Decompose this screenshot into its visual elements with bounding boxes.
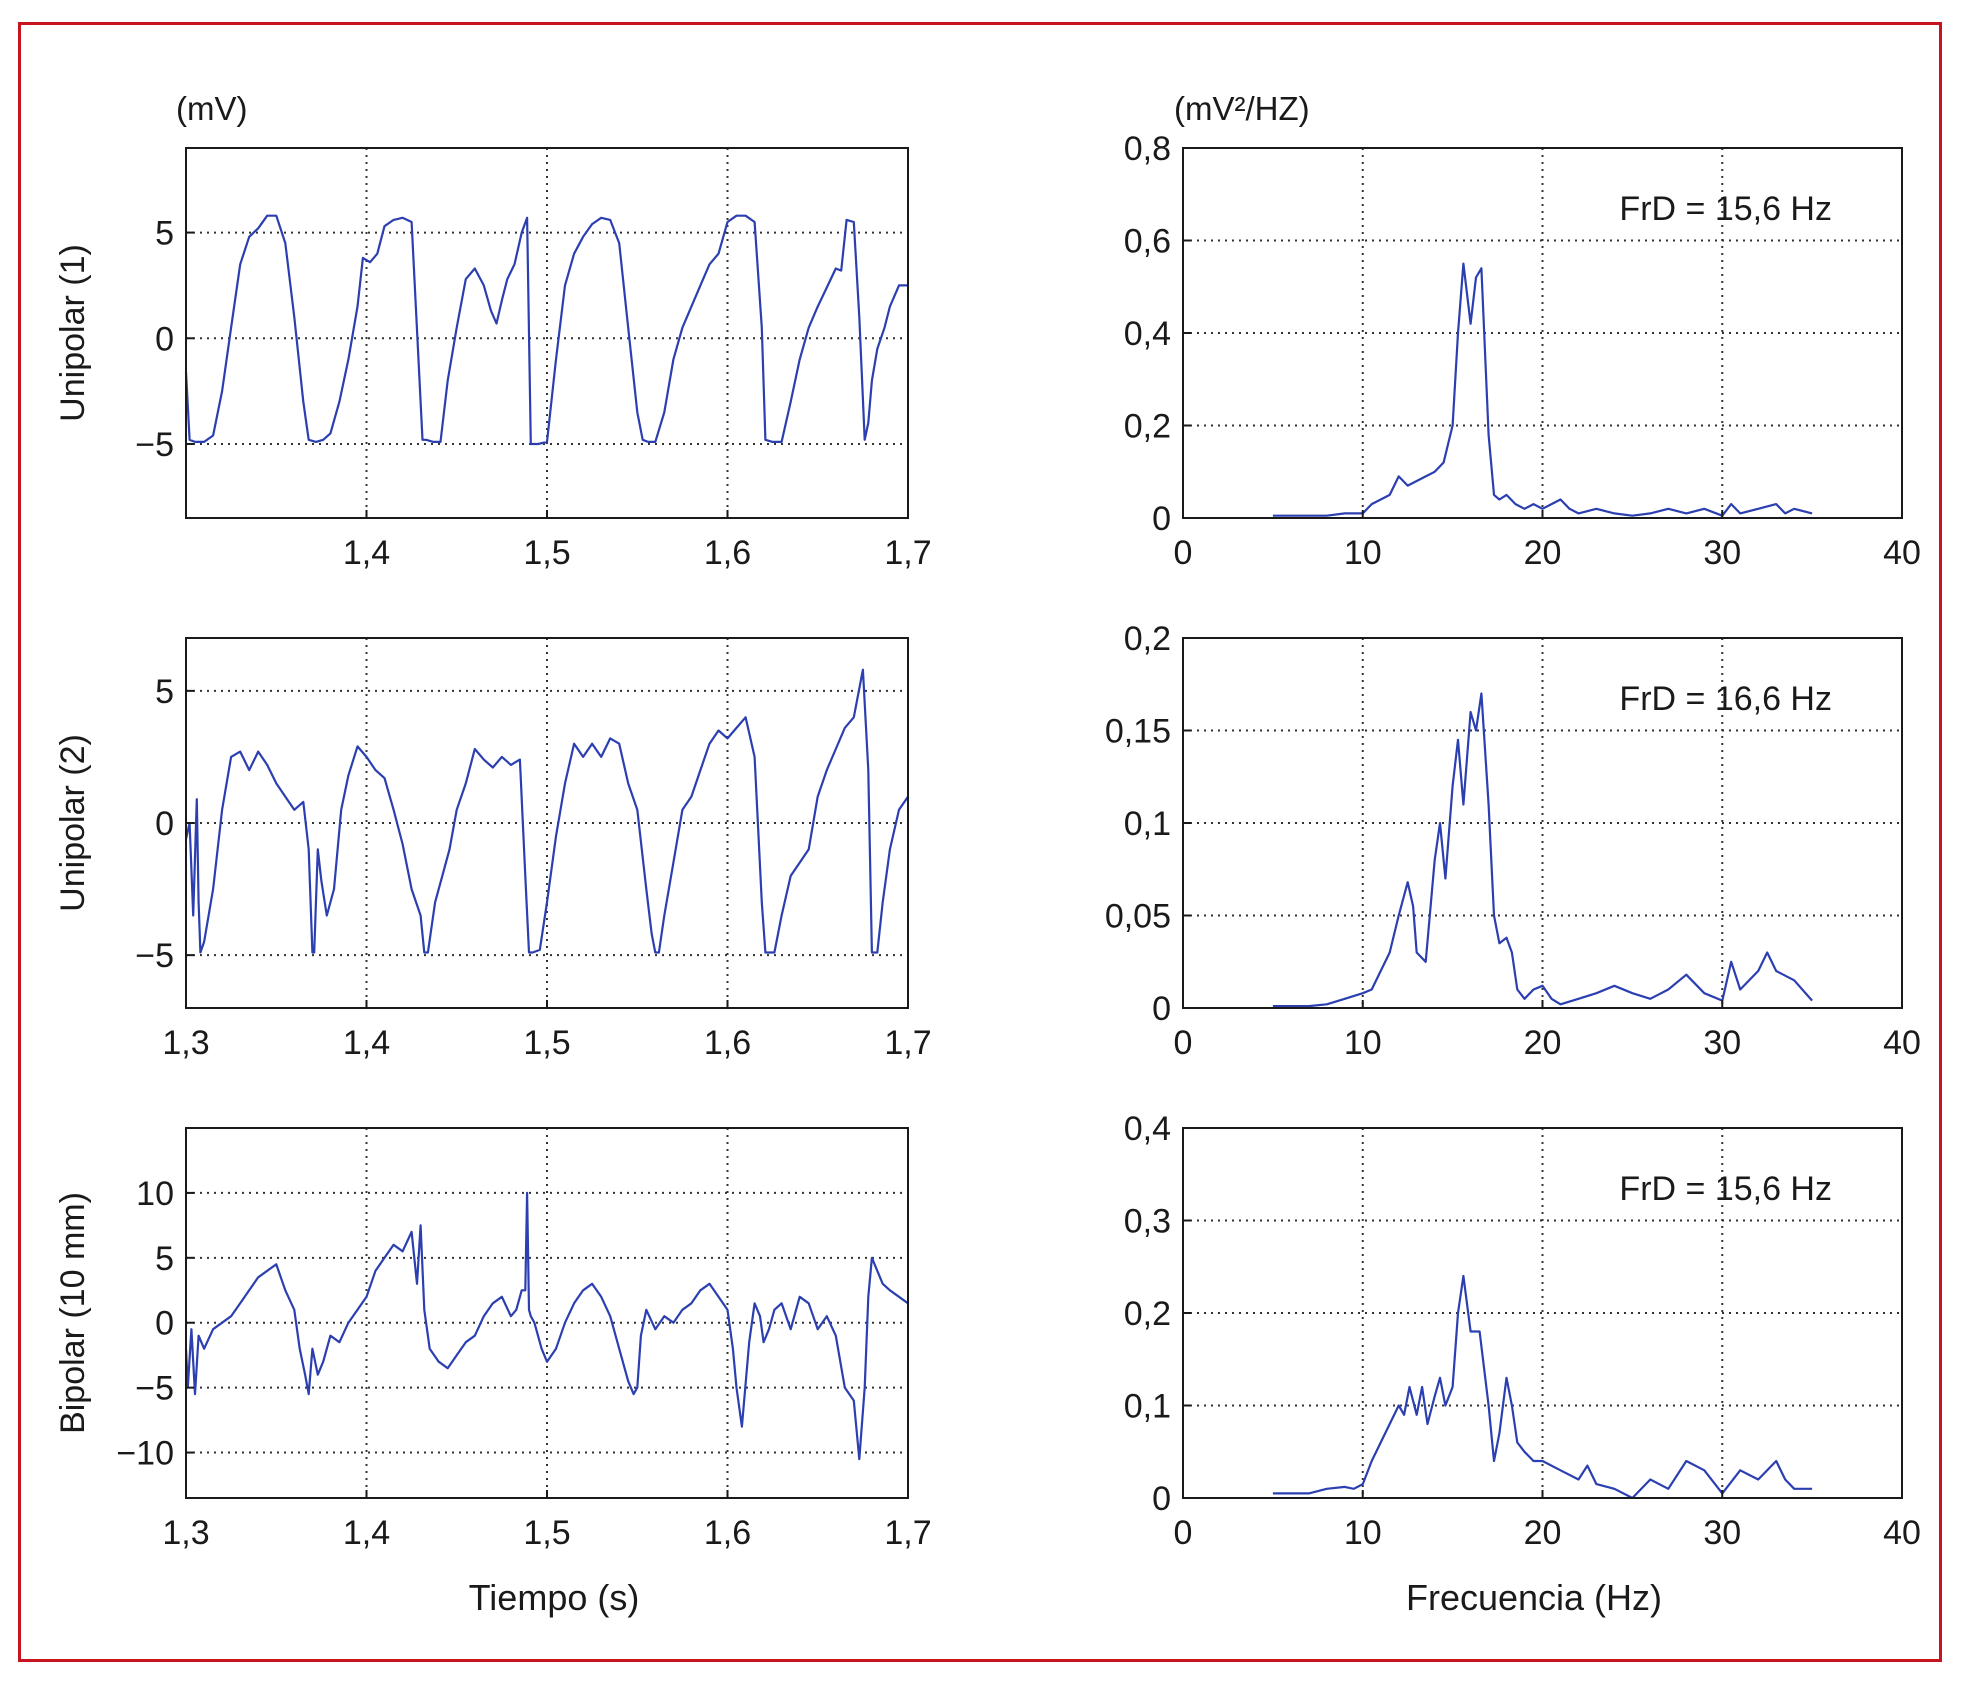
y-axis-title: Unipolar (1) — [54, 244, 92, 422]
series-line — [184, 214, 908, 446]
y-tick-label: 0,6 — [1124, 223, 1171, 261]
y-tick-label: 0,15 — [1105, 713, 1171, 751]
y-tick-label: 5 — [155, 673, 174, 711]
y-tick-label: 0,4 — [1124, 1110, 1171, 1148]
x-tick-label: 20 — [1524, 534, 1562, 572]
series-line — [184, 668, 909, 954]
x-tick-label: 1,7 — [884, 534, 931, 572]
y-axis-title: Unipolar (2) — [54, 734, 92, 912]
y-tick-label: 0 — [155, 805, 174, 843]
x-tick-label: 1,5 — [523, 534, 570, 572]
x-tick-label: 1,7 — [884, 1024, 931, 1062]
y-tick-label: 0,4 — [1124, 315, 1171, 353]
x-tick-label: 1,6 — [704, 534, 751, 572]
y-tick-label: −10 — [116, 1435, 174, 1473]
left-unit-label: (mV) — [176, 90, 247, 127]
x-tick-label: 1,6 — [704, 1024, 751, 1062]
y-tick-label: 0,2 — [1124, 620, 1171, 658]
chart-panel-1: 1,4 1,5 1,6 1,7 −5 0 5 Unipolar (1) — [54, 147, 932, 572]
x-tick-label: 40 — [1883, 1024, 1921, 1062]
x-tick-label: 1,3 — [162, 1514, 209, 1552]
x-tick-label: 40 — [1883, 534, 1921, 572]
y-tick-label: 0,8 — [1124, 130, 1171, 168]
y-tick-label: 0,05 — [1105, 898, 1171, 936]
y-tick-label: 0 — [1152, 1480, 1171, 1518]
series-line — [1272, 692, 1813, 1008]
y-tick-label: 5 — [155, 215, 174, 253]
x-tick-label: 1,7 — [884, 1514, 931, 1552]
series-line — [1272, 262, 1813, 517]
x-tick-label: 40 — [1883, 1514, 1921, 1552]
y-tick-label: 10 — [136, 1175, 174, 1213]
chart-panel-5: 0 10 20 30 40 0 0,05 0,1 0,15 0,2 FrD = 16,6 Hz — [1105, 620, 1921, 1062]
y-tick-label: 0,2 — [1124, 1295, 1171, 1333]
x-tick-label: 20 — [1524, 1024, 1562, 1062]
chart-panel-3: 1,3 1,4 1,5 1,6 1,7 −10 −5 0 5 10 Bipolar (10 mm) — [54, 1127, 932, 1552]
x-tick-label: 0 — [1174, 534, 1193, 572]
y-tick-label: 0,1 — [1124, 1388, 1171, 1426]
chart-panel-2: 1,3 1,4 1,5 1,6 1,7 −5 0 5 Unipolar (2) — [54, 637, 932, 1062]
dominant-frequency-annotation: FrD = 15,6 Hz — [1619, 1170, 1832, 1208]
x-tick-label: 1,3 — [162, 1024, 209, 1062]
y-axis-title: Bipolar (10 mm) — [54, 1192, 92, 1434]
x-tick-label: 20 — [1524, 1514, 1562, 1552]
x-tick-label: 1,6 — [704, 1514, 751, 1552]
x-tick-label: 1,4 — [343, 1514, 390, 1552]
x-tick-label: 0 — [1174, 1024, 1193, 1062]
chart-panel-6: 0 10 20 30 40 0 0,1 0,2 0,3 0,4 FrD = 15,6 Hz — [1124, 1110, 1921, 1552]
y-tick-label: 0 — [1152, 500, 1171, 538]
x-tick-label: 10 — [1344, 534, 1382, 572]
y-tick-label: 0,2 — [1124, 408, 1171, 446]
dominant-frequency-annotation: FrD = 16,6 Hz — [1619, 680, 1832, 718]
x-tick-label: 1,5 — [523, 1024, 570, 1062]
x-tick-label: 1,4 — [343, 1024, 390, 1062]
y-tick-label: −5 — [135, 1370, 174, 1408]
y-tick-label: 0 — [155, 320, 174, 358]
plot-area-frame — [185, 637, 909, 1009]
x-tick-label: 10 — [1344, 1514, 1382, 1552]
left-x-axis-label: Tiempo (s) — [469, 1577, 640, 1618]
series-line — [184, 1191, 909, 1461]
chart-panel-4: 0 10 20 30 40 0 0,2 0,4 0,6 0,8 FrD = 15,6 Hz — [1124, 130, 1921, 572]
x-tick-label: 1,4 — [343, 534, 390, 572]
right-unit-label: (mV²/HZ) — [1174, 90, 1310, 127]
y-tick-label: −5 — [135, 426, 174, 464]
dominant-frequency-annotation: FrD = 15,6 Hz — [1619, 190, 1832, 228]
x-tick-label: 30 — [1703, 534, 1741, 572]
x-tick-label: 0 — [1174, 1514, 1193, 1552]
x-tick-label: 30 — [1703, 1024, 1741, 1062]
y-tick-label: 5 — [155, 1240, 174, 1278]
right-x-axis-label: Frecuencia (Hz) — [1406, 1577, 1662, 1618]
x-tick-label: 10 — [1344, 1024, 1382, 1062]
x-tick-label: 1,5 — [523, 1514, 570, 1552]
y-tick-label: 0,3 — [1124, 1203, 1171, 1241]
x-tick-label: 30 — [1703, 1514, 1741, 1552]
y-tick-label: 0,1 — [1124, 805, 1171, 843]
figure-frame — [18, 22, 1942, 1662]
y-tick-label: −5 — [135, 937, 174, 975]
y-tick-label: 0 — [1152, 990, 1171, 1028]
plot-area-frame — [185, 147, 909, 519]
series-line — [1272, 1274, 1813, 1500]
y-tick-label: 0 — [155, 1305, 174, 1343]
